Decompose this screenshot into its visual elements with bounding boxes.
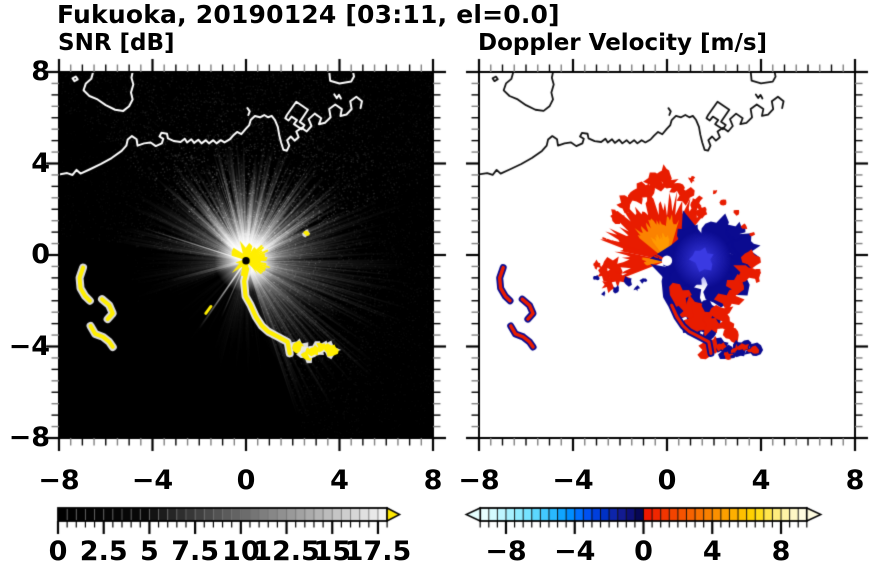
figure-title: Fukuoka, 20190124 [03:11, el=0.0] bbox=[57, 0, 560, 29]
x-tick-label-right: 0 bbox=[657, 465, 677, 496]
doppler-colorbar-label: −4 bbox=[554, 536, 596, 567]
y-tick-label: −8 bbox=[8, 422, 50, 453]
x-tick-label-right: 4 bbox=[751, 465, 771, 496]
doppler-colorbar-label: −8 bbox=[485, 536, 527, 567]
snr-colorbar-label: 17.5 bbox=[344, 536, 412, 567]
y-tick-label: −4 bbox=[8, 330, 50, 362]
x-tick-label-left: 8 bbox=[423, 465, 443, 496]
x-tick-label-left: −8 bbox=[38, 465, 80, 496]
x-tick-label-right: 8 bbox=[845, 465, 865, 496]
snr-colorbar-label: 12.5 bbox=[253, 536, 320, 567]
x-tick-label-right: −8 bbox=[458, 465, 500, 496]
snr-colorbar-label: 10 bbox=[222, 536, 260, 567]
doppler-colorbar-label: 0 bbox=[634, 536, 653, 567]
snr-colorbar-label: 5 bbox=[140, 536, 159, 567]
snr-colorbar-label: 7.5 bbox=[171, 536, 220, 567]
x-tick-label-right: −4 bbox=[552, 465, 594, 496]
doppler-colorbar-label: 8 bbox=[771, 536, 791, 567]
snr-colorbar-label: 0 bbox=[48, 536, 68, 567]
x-tick-label-left: 0 bbox=[236, 465, 256, 496]
y-tick-label: 0 bbox=[31, 239, 50, 270]
snr-colorbar-label: 2.5 bbox=[79, 536, 128, 567]
x-tick-label-left: 4 bbox=[330, 465, 349, 496]
doppler-colorbar-label: 4 bbox=[702, 536, 722, 567]
x-tick-label-left: −4 bbox=[131, 465, 174, 496]
y-tick-label: 8 bbox=[31, 56, 50, 87]
snr-colorbar-label: 15 bbox=[313, 536, 352, 567]
y-tick-label: 4 bbox=[31, 147, 50, 179]
snr-panel-title: SNR [dB] bbox=[58, 30, 175, 56]
doppler-panel-title: Doppler Velocity [m/s] bbox=[478, 30, 768, 56]
